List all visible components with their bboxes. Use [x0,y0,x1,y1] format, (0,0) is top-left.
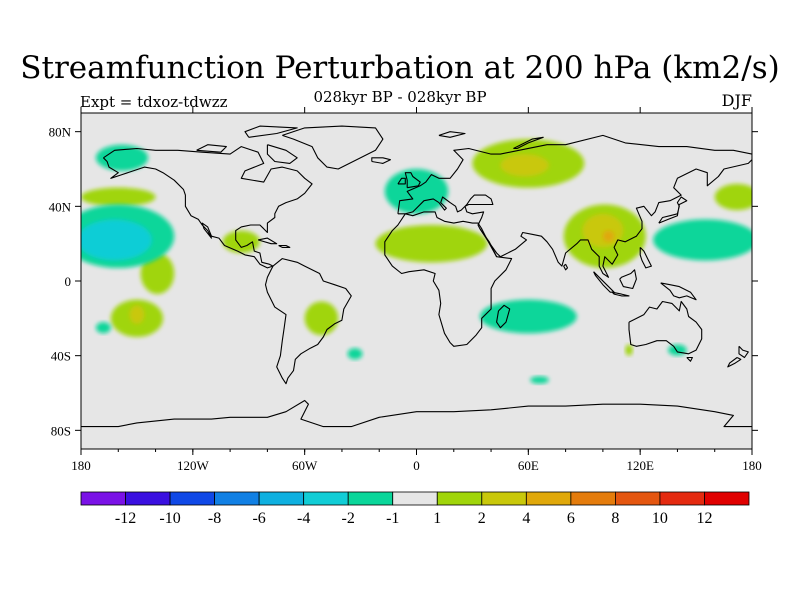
season-label: DJF [721,91,752,110]
x-tick-label: 60W [292,458,318,473]
plot-subtitle: 028kyr BP - 028kyr BP [313,88,487,106]
anomaly-australia-south-negative [668,344,687,356]
coastline-sumatra [593,271,615,293]
anomaly-southern-ocean-negative [530,376,549,384]
colorbar-label: -10 [159,510,180,527]
coastline-iceland [371,157,391,164]
coastline-ellesmere [244,125,298,138]
map-background [81,113,752,449]
colorbar: -12 -10 -8 -6 -4 -2 -1 1 2 4 6 8 10 12 [80,491,750,527]
colorbar-label: -4 [297,510,310,527]
colorbar-box [125,491,171,506]
coastline-greenland [282,125,384,170]
colorbar-label: 2 [478,510,486,527]
x-tick-label: 120E [626,458,654,473]
colorbar-box [704,491,750,506]
anomaly-indian-ocean-negative [479,299,577,334]
anomaly-south-america-positive [304,301,339,336]
y-tick-label: 0 [65,274,72,289]
colorbar-box [169,491,215,506]
coastline-philippines [639,247,652,269]
coastline-madagascar [496,304,511,329]
coastlines [81,125,752,428]
anomaly-indian-ocean-small-positive [625,344,633,356]
coastline-arabia-fix [479,228,498,257]
coastline-new-zealand-n [738,345,749,359]
anomaly-east-pacific-positive [140,253,175,295]
anomaly-greenland-negative [95,144,149,171]
coastline-java [611,291,630,297]
axis-ticks: 180 120W 60W 0 60E 120E 180 80N 40N 0 40S 80S [49,107,762,473]
anomaly-siberia-core [500,154,549,177]
plot-title: Streamfunction Perturbation at 200 hPa (… [20,50,780,86]
colorbar-label: 6 [567,510,575,527]
coastline-north-america [103,146,313,269]
anomaly-south-pacific-west-negative [95,322,111,334]
y-tick-label: 80N [49,125,72,140]
colorbar-label: 8 [611,510,619,527]
colorbar-box [525,491,572,506]
anomaly-south-atlantic-negative [347,348,363,360]
anomaly-tibet-peak [602,230,615,242]
colorbar-box [214,491,260,506]
coastline-novaya-zemlya [513,136,544,150]
colorbar-box [436,491,483,506]
coastline-antarctica [81,399,752,428]
x-tick-label: 180 [742,458,762,473]
coastline-cuba [257,237,278,245]
colorbar-label: 10 [652,510,668,527]
coastline-tasmania [686,356,693,362]
anomaly-south-pacific-core [129,305,145,324]
colorbar-label: -6 [252,510,265,527]
anomaly-fields [81,139,752,384]
experiment-label: Expt = tdxoz-tdwzz [80,93,228,111]
coastline-eurasia-africa [397,134,752,278]
colorbar-box [659,491,705,506]
coastline-hispaniola [278,244,291,248]
colorbar-box [570,491,616,506]
coastline-south-america [264,258,352,385]
anomaly-central-pacific-negative [81,219,152,261]
colorbar-label: -1 [386,510,399,527]
colorbar-label: -8 [208,510,221,527]
coastline-new-guinea [660,282,697,301]
coastline-sri-lanka [563,263,569,271]
coastline-africa [384,211,513,347]
anomaly-atlantic-africa-positive [375,225,488,263]
colorbar-box [303,491,349,506]
colorbar-label: 4 [522,510,530,527]
coastline-britain [404,172,421,189]
x-tick-label: 60E [518,458,539,473]
y-tick-label: 40S [51,349,71,364]
y-tick-label: 80S [51,423,71,438]
anomaly-north-pacific-positive [81,187,156,207]
anomaly-west-pacific-negative [653,219,752,261]
coastline-baffin [266,144,298,164]
colorbar-box [258,491,305,506]
coastline-svalbard [438,131,466,138]
x-tick-label: 0 [413,458,420,473]
colorbar-box [80,491,126,506]
y-tick-label: 40N [49,199,72,214]
x-tick-label: 120W [177,458,210,473]
anomaly-caribbean-positive [222,230,260,253]
colorbar-label: 1 [433,510,441,527]
colorbar-label: -12 [115,510,136,527]
colorbar-label: -2 [342,510,355,527]
colorbar-box [347,491,394,506]
coastline-victoria-is [196,144,227,153]
colorbar-label: 12 [696,510,712,527]
colorbar-box [392,491,438,506]
x-tick-label: 180 [71,458,91,473]
anomaly-north-pacific-west-positive [714,183,752,211]
coastline-australia [628,300,703,355]
anomaly-europe-negative [384,169,449,214]
coastline-japan [658,196,688,224]
colorbar-box [615,491,661,506]
coastline-ireland [397,177,406,185]
coastline-new-zealand-s [727,357,742,368]
coastline-borneo [619,269,637,290]
colorbar-box [481,491,527,506]
